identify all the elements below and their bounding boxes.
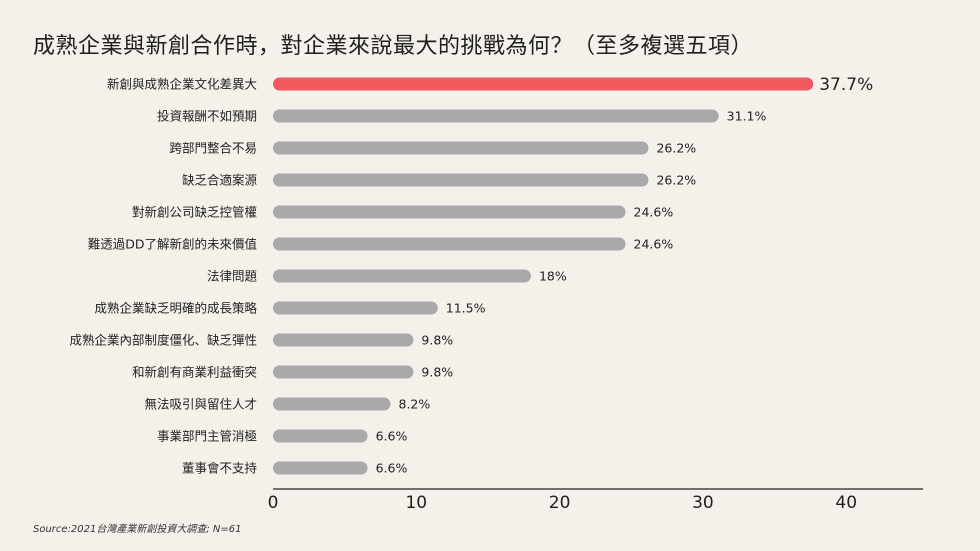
bar bbox=[273, 397, 391, 411]
value-label: 11.5% bbox=[446, 301, 486, 316]
x-tick-label: 20 bbox=[549, 493, 571, 513]
bar bbox=[273, 269, 531, 283]
category-label: 成熟企業內部制度僵化、缺乏彈性 bbox=[69, 333, 257, 348]
value-label: 26.2% bbox=[656, 141, 696, 156]
bar bbox=[273, 333, 414, 347]
x-tick-label: 0 bbox=[268, 493, 279, 513]
bar bbox=[273, 173, 649, 187]
x-tick-label: 30 bbox=[692, 493, 714, 513]
value-label: 9.8% bbox=[421, 365, 453, 380]
value-label: 18% bbox=[539, 269, 567, 284]
category-label: 和新創有商業利益衝突 bbox=[132, 365, 257, 380]
value-label: 31.1% bbox=[727, 109, 767, 124]
category-label: 難透過DD了解新創的未來價值 bbox=[88, 237, 257, 252]
category-label: 成熟企業缺乏明確的成長策略 bbox=[94, 301, 257, 316]
bar bbox=[273, 365, 414, 379]
value-label: 26.2% bbox=[656, 173, 696, 188]
category-label: 法律問題 bbox=[207, 269, 258, 284]
category-label: 跨部門整合不易 bbox=[169, 141, 257, 156]
bar bbox=[273, 301, 438, 315]
category-label: 投資報酬不如預期 bbox=[157, 109, 257, 124]
bar bbox=[273, 205, 626, 219]
x-tick-label: 10 bbox=[405, 493, 427, 513]
value-label: 9.8% bbox=[421, 333, 453, 348]
value-label: 6.6% bbox=[376, 429, 408, 444]
bar bbox=[273, 109, 719, 123]
chart-title: 成熟企業與新創合作時，對企業來說最大的挑戰為何？（至多複選五項） bbox=[33, 34, 754, 59]
value-label: 37.7% bbox=[819, 75, 873, 95]
source-note: Source:2021台灣產業新創投資大調查; N=61 bbox=[33, 524, 242, 535]
bar bbox=[273, 141, 649, 155]
bar bbox=[273, 237, 626, 251]
category-label: 新創與成熟企業文化差異大 bbox=[107, 77, 257, 92]
category-label: 董事會不支持 bbox=[182, 461, 257, 476]
bar bbox=[273, 461, 368, 475]
value-label: 24.6% bbox=[634, 237, 674, 252]
value-label: 24.6% bbox=[634, 205, 674, 220]
category-label: 事業部門主管消極 bbox=[157, 429, 257, 444]
bar bbox=[273, 429, 368, 443]
category-label: 對新創公司缺乏控管權 bbox=[132, 205, 257, 220]
bar bbox=[273, 77, 814, 91]
x-tick-label: 40 bbox=[835, 493, 857, 513]
category-label: 缺乏合適案源 bbox=[182, 173, 258, 188]
value-label: 6.6% bbox=[376, 461, 408, 476]
category-label: 無法吸引與留住人才 bbox=[144, 397, 257, 412]
value-label: 8.2% bbox=[399, 397, 431, 412]
